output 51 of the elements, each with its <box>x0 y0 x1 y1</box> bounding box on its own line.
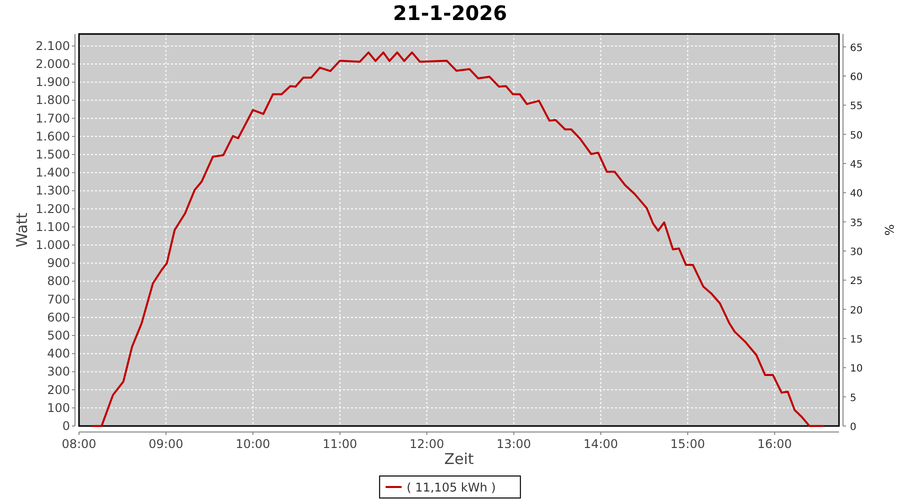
y-tick-label: 1.000 <box>36 238 70 252</box>
y2-tick-label: 55 <box>850 101 863 112</box>
y-tick-label: 2.000 <box>36 57 70 72</box>
y-tick-label: 200 <box>47 382 70 397</box>
x-tick-label: 12:00 <box>410 437 444 451</box>
x-tick-label: 16:00 <box>757 437 792 451</box>
y-tick-label: 600 <box>47 310 70 324</box>
x-tick-label: 08:00 <box>62 437 96 451</box>
y2-tick-label: 20 <box>850 305 863 316</box>
y-tick-label: 900 <box>47 256 70 270</box>
x-tick-label: 13:00 <box>496 437 532 451</box>
y-axis-title: Watt <box>13 212 31 248</box>
y2-tick-label: 30 <box>850 247 863 258</box>
y-tick-label: 2.100 <box>36 38 70 53</box>
y2-axis-title: % <box>882 224 896 236</box>
y2-tick-label: 5 <box>850 392 856 404</box>
y-tick-label: 1.100 <box>36 220 70 234</box>
y2-tick-label: 10 <box>850 364 863 375</box>
x-tick-label: 10:00 <box>236 437 270 451</box>
y2-tick-label: 0 <box>850 422 856 433</box>
y-tick-label: 1.400 <box>36 166 70 180</box>
y-tick-label: 100 <box>47 400 70 415</box>
y2-tick-label: 15 <box>850 334 863 346</box>
y2-tick-label: 40 <box>850 188 863 200</box>
y2-tick-label: 45 <box>850 160 863 170</box>
x-tick-label: 15:00 <box>670 437 705 451</box>
y-tick-label: 1.700 <box>36 111 70 126</box>
x-tick-label: 14:00 <box>583 437 618 451</box>
y2-tick-label: 35 <box>850 218 863 229</box>
y-tick-label: 0 <box>62 419 70 433</box>
y2-tick-label: 60 <box>850 72 863 83</box>
y-tick-label: 1.500 <box>36 148 70 162</box>
x-axis-title: Zeit <box>444 450 474 468</box>
y2-tick-label: 65 <box>850 42 863 54</box>
x-tick-label: 09:00 <box>148 437 184 451</box>
y-tick-label: 1.800 <box>36 93 70 108</box>
y-tick-label: 400 <box>47 346 70 361</box>
y-tick-label: 1.900 <box>36 75 70 90</box>
line-series <box>92 51 824 427</box>
y-tick-label: 1.200 <box>36 202 70 216</box>
y-tick-label: 500 <box>47 328 70 343</box>
legend-label: ( 11,105 kWh ) <box>406 480 496 494</box>
y-tick-label: 1.600 <box>36 129 70 144</box>
y-tick-label: 300 <box>47 364 70 379</box>
chart-title: 21-1-2026 <box>392 1 508 25</box>
x-tick-label: 11:00 <box>322 437 358 451</box>
y-tick-label: 1.300 <box>36 184 70 198</box>
y2-tick-label: 50 <box>850 130 863 142</box>
y-tick-label: 700 <box>47 292 70 306</box>
y-tick-label: 800 <box>47 274 70 288</box>
y2-tick-label: 25 <box>850 276 863 288</box>
